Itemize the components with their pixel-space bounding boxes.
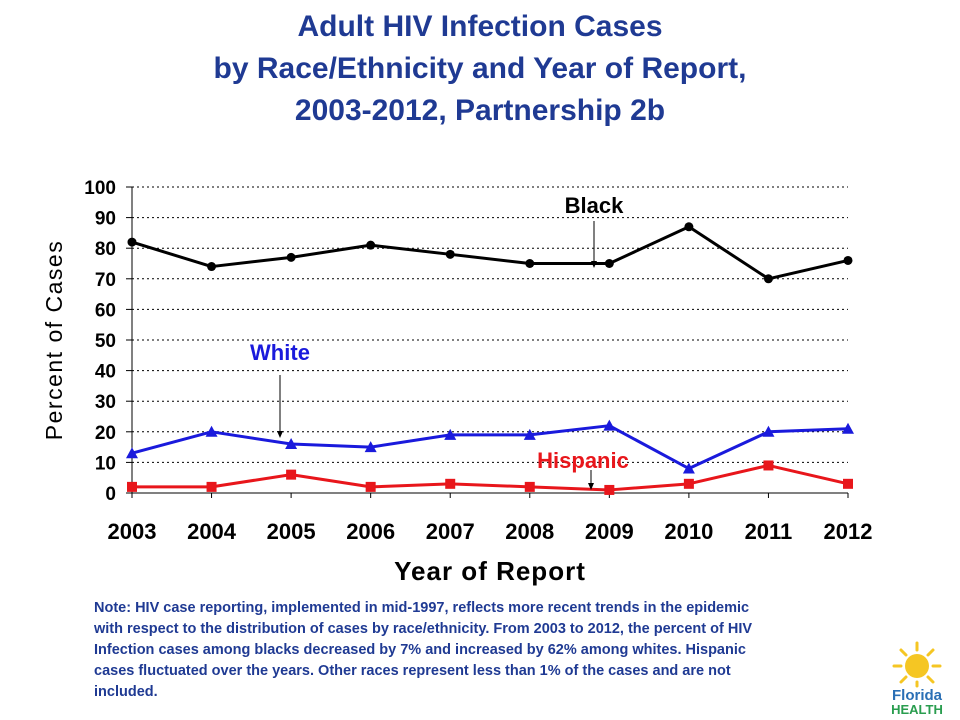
data-point-white	[842, 422, 854, 434]
data-point-black	[366, 240, 376, 250]
y-tick-label: 20	[95, 423, 116, 444]
y-tick-label: 10	[95, 453, 116, 474]
y-tick-label: 0	[105, 484, 116, 505]
series-line-black	[131, 225, 849, 281]
data-point-white	[364, 441, 377, 453]
annotation-white: White	[250, 340, 310, 365]
data-point-white	[444, 428, 457, 440]
series-line-hispanic	[132, 463, 849, 492]
data-point-hispanic	[127, 481, 137, 492]
annotation-black: Black	[565, 193, 624, 218]
data-point-white	[126, 447, 138, 459]
y-tick-label: 100	[84, 178, 116, 199]
x-tick-label: 2006	[346, 519, 395, 544]
note-line-4: cases fluctuated over the years. Other r…	[94, 663, 731, 679]
data-point-hispanic	[286, 469, 297, 480]
data-point-black	[763, 274, 773, 284]
data-point-hispanic	[206, 481, 217, 492]
data-point-black	[207, 262, 217, 272]
x-tick-label: 2005	[267, 519, 316, 544]
florida-health-logo: Florida HEALTH	[891, 641, 943, 716]
series-layer	[126, 222, 854, 495]
data-point-black	[843, 255, 853, 265]
y-tick-label: 60	[95, 300, 116, 321]
footnote: Note: HIV case reporting, implemented in…	[94, 598, 894, 703]
data-point-white	[603, 419, 616, 431]
x-tick-label: 2008	[505, 519, 554, 544]
x-tick-label: 2011	[745, 519, 793, 544]
x-tick-labels: 2003 2004 2005 2006 2007 2008 2009 2010 2011 2012	[108, 519, 873, 544]
y-tick-label: 80	[95, 239, 116, 260]
data-point-hispanic	[524, 481, 535, 492]
logo-florida-text: Florida	[892, 687, 943, 704]
data-point-white	[205, 425, 218, 437]
data-point-black	[127, 237, 137, 247]
data-point-hispanic	[445, 478, 456, 489]
sun-icon	[892, 641, 942, 688]
x-tick-label: 2003	[108, 519, 157, 544]
grid-lines	[132, 186, 848, 463]
data-point-white	[523, 428, 536, 440]
x-tick-label: 2010	[664, 519, 713, 544]
data-point-black	[684, 222, 694, 232]
y-tick-labels: 0 10 20 30 40 50 60 70 80 90 100	[84, 178, 116, 505]
annotation-arrowhead-black	[591, 261, 597, 268]
y-tick-label: 90	[95, 209, 116, 230]
y-axis-label: Percent of Cases	[41, 240, 67, 440]
title-line-1: Adult HIV Infection Cases	[297, 10, 663, 43]
annotations: Black White Hispanic	[250, 193, 629, 490]
x-tick-label: 2007	[426, 519, 475, 544]
data-point-black	[525, 259, 535, 268]
data-point-black	[445, 249, 455, 259]
note-line-1: Note: HIV case reporting, implemented in…	[94, 600, 750, 616]
y-tick-label: 30	[95, 392, 116, 413]
x-tick-label: 2004	[187, 519, 237, 544]
data-point-hispanic	[683, 478, 694, 489]
annotation-arrowhead-hispanic	[588, 483, 594, 490]
x-axis-label: Year of Report	[394, 556, 586, 586]
title-line-2: by Race/Ethnicity and Year of Report,	[213, 52, 747, 85]
y-tick-label: 40	[95, 362, 116, 383]
data-point-black	[286, 252, 296, 262]
logo-health-text: HEALTH	[891, 702, 943, 716]
data-point-hispanic	[365, 481, 376, 492]
title-line-3: 2003-2012, Partnership 2b	[294, 94, 666, 127]
data-point-hispanic	[843, 478, 853, 489]
x-tick-label: 2009	[585, 519, 634, 544]
axes	[126, 186, 849, 498]
note-line-5: included.	[94, 684, 158, 700]
chart-title: Adult HIV Infection Cases by Race/Ethnic…	[0, 6, 960, 132]
data-point-white	[285, 438, 298, 450]
note-line-3: Infection cases among blacks decreased b…	[94, 642, 746, 658]
annotation-hispanic: Hispanic	[537, 448, 629, 473]
data-point-white	[762, 425, 775, 437]
y-tick-label: 70	[95, 270, 116, 291]
series-line-white	[131, 424, 849, 471]
y-tick-label: 50	[95, 331, 116, 352]
annotation-arrowhead-white	[277, 431, 283, 438]
data-point-hispanic	[763, 460, 774, 471]
x-tick-label: 2012	[824, 519, 873, 544]
data-point-hispanic	[604, 484, 615, 495]
note-line-2: with respect to the distribution of case…	[94, 621, 753, 637]
data-point-black	[604, 259, 614, 268]
data-point-white	[682, 462, 695, 474]
